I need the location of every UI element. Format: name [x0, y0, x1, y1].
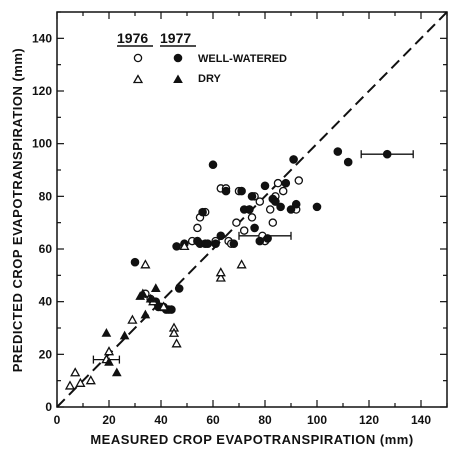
data-point-open-circle [193, 223, 202, 233]
data-point-open-triangle [140, 259, 151, 269]
x-axis-title: MEASURED CROP EVAPOTRANSPIRATION (mm) [90, 432, 413, 447]
data-point-open-circle [265, 205, 275, 214]
x-tick-label: 100 [307, 413, 327, 427]
data-point-filled-triangle [104, 357, 114, 366]
data-point-filled-circle [382, 149, 392, 159]
data-point-open-circle [232, 218, 241, 227]
data-point-filled-triangle [145, 293, 156, 303]
data-point-filled-circle [203, 239, 213, 249]
y-tick-label: 140 [32, 31, 52, 45]
data-point-filled-triangle [150, 283, 161, 292]
legend-filled-triangle-marker [173, 74, 183, 83]
data-point-filled-circle [198, 207, 207, 217]
data-point-filled-circle [286, 205, 296, 214]
data-point-open-circle [255, 197, 265, 206]
data-point-filled-circle [211, 239, 220, 249]
y-tick-label: 60 [39, 242, 53, 256]
data-point-filled-circle [216, 231, 226, 241]
data-point-filled-triangle [137, 288, 148, 298]
data-point-open-circle [239, 226, 249, 235]
data-point-filled-circle [271, 197, 280, 206]
data-point-filled-circle [245, 205, 254, 214]
data-point-open-triangle [215, 272, 226, 282]
data-point-open-circle [268, 218, 278, 227]
data-point-filled-triangle [101, 328, 112, 337]
data-point-filled-circle [247, 192, 257, 201]
data-point-open-triangle [103, 346, 115, 356]
data-point-open-triangle [179, 240, 190, 251]
data-point-filled-circle [250, 223, 259, 233]
data-point-open-triangle [70, 367, 81, 377]
data-point-filled-circle [229, 239, 239, 249]
x-tick-label: 80 [258, 413, 272, 427]
y-axis-tick-labels: 0 20 40 60 80 100 120 140 [32, 31, 52, 414]
data-point-open-circle [247, 213, 257, 222]
data-point-filled-circle [130, 257, 140, 267]
data-point-open-triangle [64, 380, 76, 390]
data-point-filled-circle [289, 155, 298, 164]
data-point-filled-circle [167, 305, 176, 314]
error-bars [92, 150, 414, 364]
data-point-filled-circle [172, 242, 181, 251]
x-tick-label: 120 [359, 413, 379, 427]
data-point-open-triangle [75, 377, 86, 387]
data-point-open-circle [278, 186, 288, 196]
x-tick-label: 140 [411, 413, 431, 427]
y-tick-label: 100 [32, 137, 52, 151]
data-point-filled-circle [255, 236, 265, 246]
data-points [64, 147, 392, 390]
data-point-open-triangle [127, 314, 138, 324]
data-point-filled-circle [260, 181, 270, 191]
y-tick-label: 40 [39, 295, 53, 309]
data-point-open-triangle [85, 375, 96, 385]
data-point-filled-circle [221, 186, 231, 196]
legend-label-dry: DRY [198, 73, 221, 85]
x-axis-ticks [56, 12, 448, 407]
x-tick-label: 60 [206, 413, 220, 427]
data-point-filled-circle [281, 178, 291, 188]
data-point-filled-circle [312, 202, 322, 212]
legend-filled-circle-marker [173, 53, 183, 63]
data-point-open-circle [273, 178, 283, 188]
legend-year-1977: 1977 [160, 30, 191, 46]
y-tick-label: 80 [39, 189, 53, 203]
y-tick-label: 20 [39, 347, 53, 361]
plot-frame [56, 11, 448, 408]
legend: 1976 1977 WELL-WATERED DRY [117, 30, 287, 85]
y-axis-ticks [57, 11, 447, 408]
data-point-open-triangle [171, 338, 182, 348]
data-point-filled-circle [263, 234, 272, 243]
data-point-filled-triangle [119, 330, 130, 340]
data-point-filled-circle [333, 147, 343, 156]
x-tick-label: 20 [102, 413, 116, 427]
data-point-filled-circle [208, 160, 218, 170]
x-axis-tick-labels: 0 20 40 60 80 100 120 140 [54, 413, 432, 427]
data-point-filled-circle [276, 202, 285, 212]
legend-label-well-watered: WELL-WATERED [198, 53, 287, 65]
y-tick-label: 0 [45, 400, 52, 414]
data-point-open-triangle [236, 259, 247, 269]
data-point-open-triangle [158, 301, 169, 311]
data-point-filled-circle [291, 199, 301, 209]
y-tick-label: 120 [32, 84, 52, 98]
data-point-filled-triangle [140, 309, 151, 319]
data-point-open-triangle [215, 267, 226, 277]
legend-open-circle-marker [133, 53, 143, 63]
legend-year-1976: 1976 [117, 30, 148, 46]
x-tick-label: 0 [54, 413, 61, 427]
data-point-filled-triangle [111, 367, 122, 377]
data-point-filled-circle [343, 157, 353, 167]
x-tick-label: 40 [154, 413, 168, 427]
data-point-filled-circle [174, 284, 184, 293]
y-axis-title: PREDICTED CROP EVAPOTRANSPIRATION (mm) [10, 48, 25, 373]
legend-open-triangle-marker [132, 74, 144, 84]
data-point-filled-circle [237, 186, 246, 196]
data-point-open-triangle [168, 327, 180, 337]
data-point-open-circle [294, 176, 304, 185]
